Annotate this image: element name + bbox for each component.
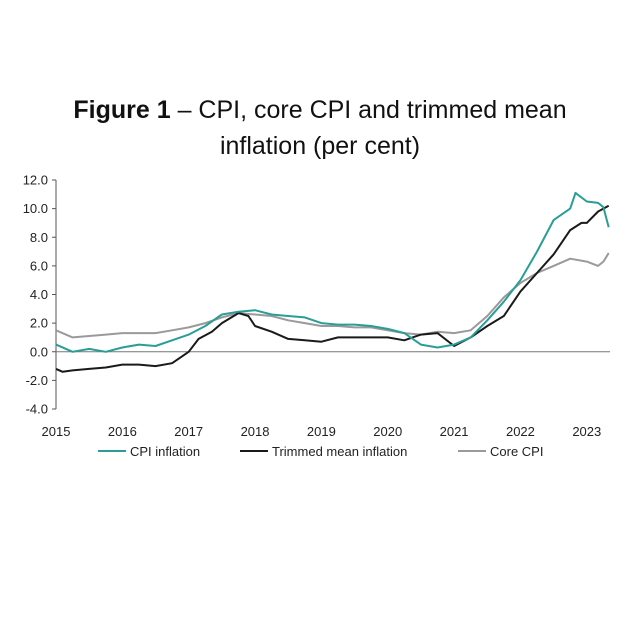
chart-title: Figure 1 – CPI, core CPI and trimmed mea… — [0, 92, 640, 164]
y-tick-label: -4.0 — [26, 402, 48, 417]
x-tick-label: 2021 — [440, 424, 469, 439]
y-tick-label: 12.0 — [23, 173, 48, 188]
title-line1: – CPI, core CPI and trimmed mean — [170, 96, 567, 124]
legend-label: CPI inflation — [130, 444, 200, 459]
series-line-3 — [55, 252, 610, 339]
legend: CPI inflation Trimmed mean inflation Core … — [98, 444, 543, 459]
figure-label: Figure 1 — [73, 96, 171, 124]
x-tick-label: 2015 — [42, 424, 71, 439]
axes: 12.0 10.0 8.0 6.0 4.0 2.0 0.0 -2.0 -4.0 2015 2016 2… — [23, 173, 610, 439]
x-tick-label: 2022 — [506, 424, 535, 439]
x-tick-label: 2023 — [572, 424, 601, 439]
title-line2: inflation (per cent) — [219, 132, 421, 160]
y-tick-label: 4.0 — [30, 287, 48, 302]
y-tick-label: 10.0 — [23, 201, 48, 216]
y-tick-label: 6.0 — [30, 258, 48, 273]
x-tick-label: 2016 — [108, 424, 137, 439]
y-tick-label: -2.0 — [26, 373, 48, 388]
series-line-1 — [55, 191, 610, 353]
x-tick-label: 2020 — [373, 424, 402, 439]
x-tick-label: 2017 — [174, 424, 203, 439]
series-lines — [55, 191, 610, 373]
y-tick-label: 2.0 — [30, 316, 48, 331]
legend-label: Trimmed mean inflation — [272, 444, 407, 459]
series-line-2 — [55, 204, 610, 373]
x-tick-label: 2019 — [307, 424, 336, 439]
y-tick-label: 8.0 — [30, 230, 48, 245]
y-tick-label: 0.0 — [30, 344, 48, 359]
legend-label: Core CPI — [490, 444, 543, 459]
x-tick-label: 2018 — [241, 424, 270, 439]
